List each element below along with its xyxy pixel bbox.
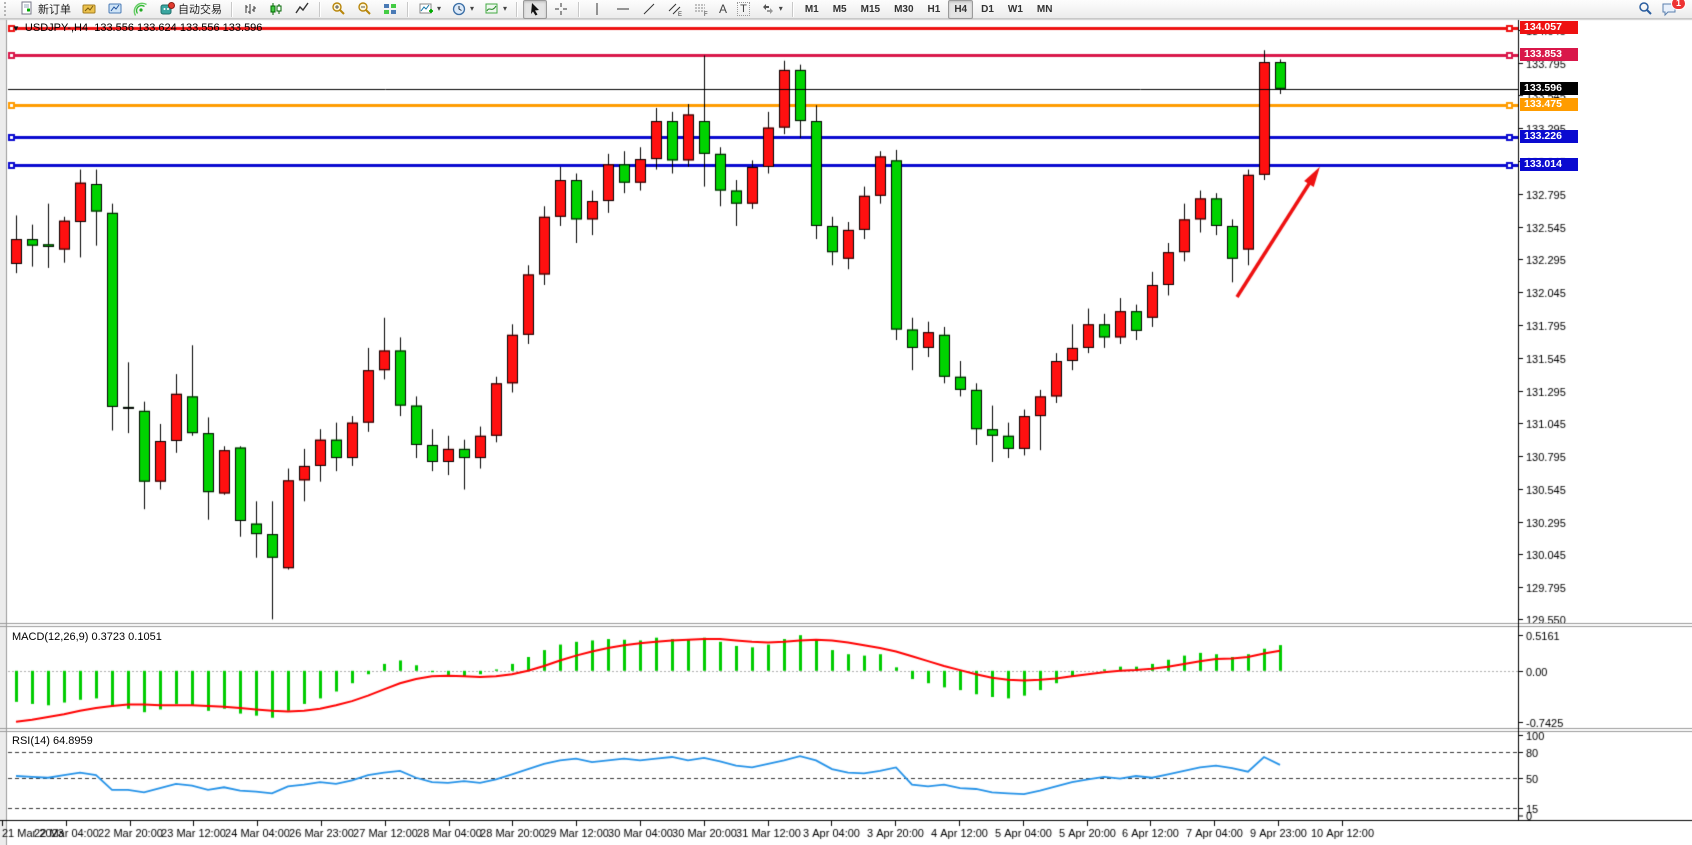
timeframe-d1-button[interactable]: D1 <box>975 0 1000 19</box>
price-label-resistance-high: 134.057 <box>1520 21 1578 34</box>
autotrading-icon <box>160 2 175 15</box>
crosshair-tool-button[interactable] <box>549 0 573 19</box>
label-tool-icon: T <box>737 2 750 16</box>
notification-badge: 1 <box>1670 0 1686 10</box>
cursor-tool-button[interactable] <box>523 0 548 19</box>
text-tool-button[interactable]: A <box>715 0 731 19</box>
price-label-resistance: 133.853 <box>1520 48 1578 61</box>
cursor-icon <box>531 3 540 16</box>
horizontal-line-tool-button[interactable] <box>611 0 635 19</box>
zoom-in-button[interactable] <box>326 0 350 19</box>
signal-icon <box>133 2 147 16</box>
new-order-label: 新订单 <box>38 4 71 16</box>
new-chart-icon <box>82 4 96 14</box>
autotrading-label: 自动交易 <box>178 4 222 16</box>
line-chart-icon <box>295 2 309 14</box>
indicators-icon <box>419 3 433 14</box>
zoom-in-icon <box>332 2 345 15</box>
dropdown-caret-icon: ▾ <box>778 4 783 13</box>
timeframe-w1-button[interactable]: W1 <box>1002 0 1029 19</box>
timeframe-label: M1 <box>804 3 819 15</box>
toolbar-grip[interactable] <box>4 2 11 16</box>
channel-tool-button[interactable]: E <box>663 0 687 19</box>
price-label-current: 133.596 <box>1520 82 1578 95</box>
candlestick-mode-button[interactable] <box>264 0 288 19</box>
timeframe-mn-button[interactable]: MN <box>1031 0 1059 19</box>
tile-windows-icon <box>384 4 396 14</box>
search-button[interactable] <box>1633 0 1657 19</box>
templates-button[interactable]: ▾ <box>480 0 511 19</box>
toolbar-separator <box>578 1 581 17</box>
timeframe-label: H1 <box>927 3 941 15</box>
new-chart-button[interactable] <box>77 0 101 19</box>
toolbar-separator <box>231 1 233 17</box>
crosshair-icon <box>555 3 568 15</box>
rsi-indicator-label: RSI(14) 64.8959 <box>12 735 93 747</box>
svg-text:E: E <box>678 12 682 17</box>
zoom-out-button[interactable] <box>352 0 376 19</box>
notifications-button[interactable]: 1 <box>1657 0 1686 19</box>
timeframe-label: H4 <box>954 3 968 15</box>
timeframe-label: M5 <box>832 3 847 15</box>
periods-button[interactable]: ▾ <box>447 0 478 19</box>
clock-icon <box>452 2 466 16</box>
chart-title-row: ▼ USDJPY-,H4 133.556 133.624 133.556 133… <box>12 22 262 34</box>
timeframe-m1-button[interactable]: M1 <box>799 0 825 19</box>
timeframe-m15-button[interactable]: M15 <box>855 0 886 19</box>
timeframe-h1-button[interactable]: H1 <box>922 0 947 19</box>
profiles-button[interactable] <box>103 0 127 19</box>
macd-indicator-label: MACD(12,26,9) 0.3723 0.1051 <box>12 631 162 643</box>
indicators-button[interactable]: ▾ <box>414 0 445 19</box>
toolbar-separator <box>516 1 519 17</box>
new-order-button[interactable]: 新订单 <box>15 0 75 19</box>
chart-title: USDJPY-,H4 133.556 133.624 133.556 133.5… <box>24 22 263 34</box>
timeframe-m30-button[interactable]: M30 <box>888 0 919 19</box>
search-icon <box>1639 2 1652 15</box>
trendline-tool-button[interactable] <box>637 0 661 19</box>
channel-icon: E <box>668 3 682 17</box>
signals-button[interactable] <box>129 0 153 19</box>
toolbar: 新订单 自动交易 ▾ ▾ ▾ <box>0 0 1692 19</box>
candlestick-chart-icon <box>270 3 282 15</box>
timeframe-label: MN <box>1036 3 1053 15</box>
autotrading-button[interactable]: 自动交易 <box>155 0 226 19</box>
bar-chart-icon <box>245 4 256 14</box>
svg-text:F: F <box>704 12 708 17</box>
timeframe-label: M15 <box>860 3 881 15</box>
line-chart-mode-button[interactable] <box>290 0 314 19</box>
price-label-orange-level: 133.475 <box>1520 98 1578 111</box>
new-order-icon <box>21 1 32 15</box>
horizontal-line-icon <box>617 8 630 10</box>
label-tool-button[interactable]: T <box>733 0 754 19</box>
dropdown-caret-icon: ▾ <box>503 4 508 13</box>
trendline-icon <box>643 3 655 15</box>
dropdown-caret-icon: ▾ <box>470 4 475 13</box>
toolbar-separator <box>319 1 321 17</box>
vertical-line-tool-button[interactable] <box>585 0 609 19</box>
text-tool-icon: A <box>719 2 728 16</box>
arrows-tool-button[interactable]: ▾ <box>756 0 787 19</box>
timeframe-label: M30 <box>894 3 914 15</box>
bar-chart-mode-button[interactable] <box>238 0 262 19</box>
timeframe-label: W1 <box>1007 3 1023 15</box>
tile-windows-button[interactable] <box>378 0 402 19</box>
timeframe-label: D1 <box>981 3 994 15</box>
timeframe-h4-button[interactable]: H4 <box>948 0 974 19</box>
dropdown-caret-icon: ▾ <box>437 4 442 13</box>
symbol-dropdown-icon[interactable]: ▼ <box>12 23 20 33</box>
timeframe-m5-button[interactable]: M5 <box>827 0 853 19</box>
arrows-icon <box>762 4 773 14</box>
templates-icon <box>485 3 498 14</box>
toolbar-separator <box>407 1 409 17</box>
fibonacci-tool-button[interactable]: F <box>689 0 713 19</box>
fibonacci-icon: F <box>695 4 708 17</box>
price-label-support-2: 133.014 <box>1520 158 1578 171</box>
price-label-support-1: 133.226 <box>1520 130 1578 143</box>
vertical-line-icon <box>596 3 598 15</box>
profiles-icon <box>108 3 122 14</box>
toolbar-separator <box>791 1 794 17</box>
zoom-out-icon <box>358 2 371 15</box>
